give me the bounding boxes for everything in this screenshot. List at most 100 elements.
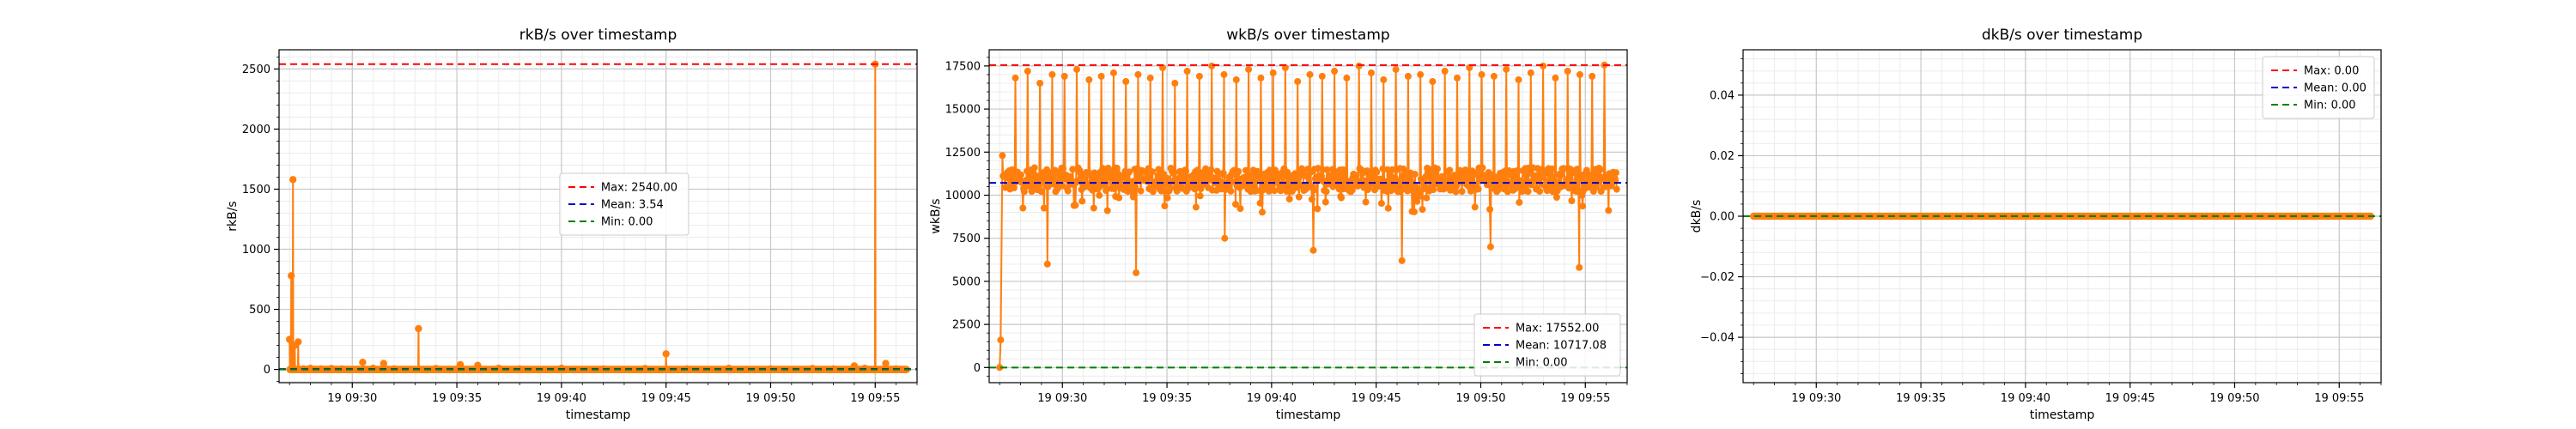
data-point bbox=[1373, 168, 1381, 176]
data-point bbox=[1323, 166, 1331, 173]
data-point bbox=[1103, 187, 1110, 195]
data-point bbox=[1232, 201, 1239, 208]
y-tick-label: 0.02 bbox=[1710, 150, 1735, 163]
data-point bbox=[1434, 165, 1441, 172]
x-tick-label: 19 09:35 bbox=[1142, 392, 1192, 405]
data-point bbox=[1060, 72, 1068, 80]
data-point bbox=[1524, 188, 1532, 196]
data-point bbox=[1570, 180, 1577, 188]
data-point bbox=[1043, 166, 1051, 173]
data-point bbox=[1309, 246, 1317, 254]
data-point bbox=[1030, 164, 1038, 172]
legend-label: Max: 17552.00 bbox=[1516, 323, 1599, 335]
data-point bbox=[1429, 78, 1437, 85]
data-point bbox=[1384, 204, 1392, 212]
data-point bbox=[1486, 206, 1494, 213]
wkbs-chart: wkB/s over timestamp timestamp wkB/s 0 25… bbox=[929, 27, 1628, 422]
legend: Max: 0.00 Mean: 0.00 Min: 0.00 bbox=[2262, 56, 2375, 119]
data-point bbox=[1550, 173, 1557, 181]
y-tick-label: 0 bbox=[974, 362, 981, 375]
data-point bbox=[1236, 205, 1244, 213]
data-point bbox=[1012, 74, 1019, 82]
y-axis-label: dkB/s bbox=[1690, 200, 1704, 233]
data-point bbox=[1207, 166, 1215, 173]
x-tick-label: 19 09:35 bbox=[432, 392, 482, 405]
data-point bbox=[1474, 185, 1482, 193]
data-point bbox=[999, 152, 1006, 160]
data-point bbox=[1115, 194, 1123, 202]
data-point bbox=[1596, 166, 1604, 173]
data-point bbox=[1134, 70, 1142, 78]
data-point bbox=[1257, 74, 1265, 82]
data-point bbox=[1171, 80, 1179, 87]
data-point bbox=[1019, 204, 1027, 212]
data-point bbox=[1166, 184, 1174, 192]
data-point bbox=[1564, 67, 1571, 75]
data-point bbox=[1182, 167, 1189, 175]
data-point bbox=[1413, 197, 1421, 205]
data-point bbox=[1341, 171, 1348, 178]
data-point bbox=[1536, 187, 1544, 195]
data-point bbox=[1253, 187, 1261, 195]
data-point bbox=[1355, 62, 1363, 69]
data-point bbox=[1078, 197, 1086, 205]
data-point bbox=[1612, 176, 1619, 184]
data-point bbox=[1318, 72, 1326, 80]
data-point bbox=[1579, 202, 1587, 210]
chart-title: rkB/s over timestamp bbox=[519, 27, 677, 44]
data-point bbox=[1343, 74, 1351, 82]
legend-box bbox=[2262, 56, 2375, 119]
data-point bbox=[662, 350, 670, 358]
data-point bbox=[1132, 184, 1139, 191]
data-point bbox=[1064, 187, 1072, 195]
x-tick-label: 19 09:45 bbox=[641, 392, 691, 405]
data-point bbox=[1170, 169, 1178, 177]
x-tick-label: 19 09:40 bbox=[1247, 392, 1297, 405]
data-point bbox=[1232, 76, 1240, 83]
data-point bbox=[1245, 65, 1253, 73]
data-point bbox=[1321, 198, 1329, 206]
chart-title: wkB/s over timestamp bbox=[1226, 27, 1389, 44]
y-tick-label: 10000 bbox=[945, 190, 981, 202]
data-point bbox=[1540, 62, 1547, 69]
data-point bbox=[1072, 202, 1079, 209]
data-point bbox=[1163, 174, 1170, 182]
data-point bbox=[1073, 65, 1080, 73]
data-point bbox=[1392, 65, 1400, 73]
y-tick-label: 0.04 bbox=[1710, 89, 1735, 102]
data-point bbox=[1259, 208, 1266, 216]
data-point bbox=[1338, 194, 1346, 202]
data-point bbox=[286, 335, 294, 343]
legend-label: Mean: 10717.08 bbox=[1516, 340, 1607, 353]
y-tick-label: 15000 bbox=[945, 104, 981, 117]
data-point bbox=[1295, 193, 1303, 201]
data-point bbox=[415, 324, 422, 333]
data-point bbox=[1516, 198, 1523, 206]
data-point bbox=[996, 364, 1004, 372]
data-point bbox=[1404, 72, 1412, 80]
data-point bbox=[1589, 72, 1596, 80]
data-point bbox=[380, 360, 387, 367]
data-point bbox=[1377, 200, 1385, 208]
x-tick-label: 19 09:30 bbox=[1037, 392, 1087, 405]
data-point bbox=[1192, 203, 1200, 211]
data-point bbox=[1430, 186, 1437, 194]
data-point bbox=[1133, 269, 1140, 276]
y-tick-label: 0 bbox=[264, 364, 270, 377]
y-tick-label: 17500 bbox=[945, 60, 981, 73]
data-point bbox=[1040, 204, 1048, 212]
legend-label: Min: 0.00 bbox=[601, 216, 653, 229]
data-point bbox=[1122, 78, 1130, 85]
legend-label: Min: 0.00 bbox=[2304, 100, 2356, 112]
x-tick-label: 19 09:55 bbox=[850, 392, 900, 405]
legend-label: Max: 0.00 bbox=[2304, 65, 2359, 78]
data-point bbox=[1416, 192, 1424, 200]
data-point bbox=[1397, 186, 1405, 194]
data-point bbox=[1471, 203, 1479, 211]
data-point bbox=[288, 272, 295, 280]
data-point bbox=[1294, 78, 1302, 85]
data-point bbox=[1484, 178, 1492, 186]
data-point bbox=[1017, 171, 1024, 178]
data-point bbox=[1221, 234, 1229, 242]
data-point bbox=[1452, 188, 1460, 196]
